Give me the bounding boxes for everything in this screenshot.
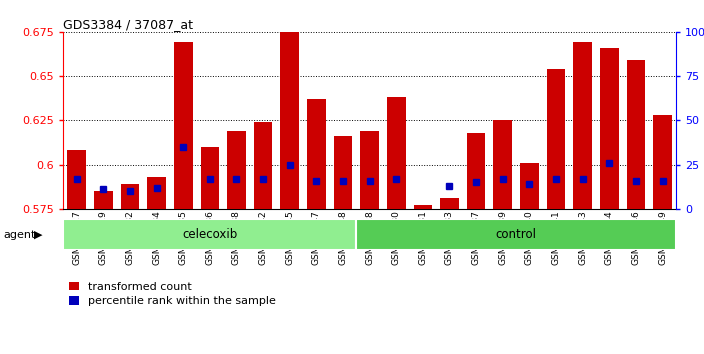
Bar: [360, 131, 379, 209]
Text: ▶: ▶: [34, 230, 42, 240]
Bar: [94, 191, 113, 209]
FancyBboxPatch shape: [63, 219, 356, 250]
Bar: [387, 97, 406, 209]
Bar: [413, 205, 432, 209]
Bar: [253, 122, 272, 209]
Text: GDS3384 / 37087_at: GDS3384 / 37087_at: [63, 18, 194, 31]
Bar: [653, 115, 672, 209]
Text: agent: agent: [4, 230, 36, 240]
Bar: [627, 60, 645, 209]
Text: celecoxib: celecoxib: [182, 228, 237, 241]
Bar: [227, 131, 246, 209]
Bar: [494, 120, 512, 209]
Bar: [440, 198, 459, 209]
Bar: [520, 163, 539, 209]
Bar: [467, 133, 486, 209]
Bar: [147, 177, 166, 209]
Bar: [280, 32, 299, 209]
Legend: transformed count, percentile rank within the sample: transformed count, percentile rank withi…: [69, 282, 276, 306]
FancyBboxPatch shape: [356, 219, 676, 250]
Bar: [174, 42, 192, 209]
Bar: [307, 99, 326, 209]
Bar: [547, 69, 565, 209]
Bar: [68, 150, 86, 209]
Text: control: control: [496, 228, 536, 241]
Bar: [201, 147, 219, 209]
Bar: [334, 136, 352, 209]
Bar: [120, 184, 139, 209]
Bar: [573, 42, 592, 209]
Bar: [600, 48, 619, 209]
